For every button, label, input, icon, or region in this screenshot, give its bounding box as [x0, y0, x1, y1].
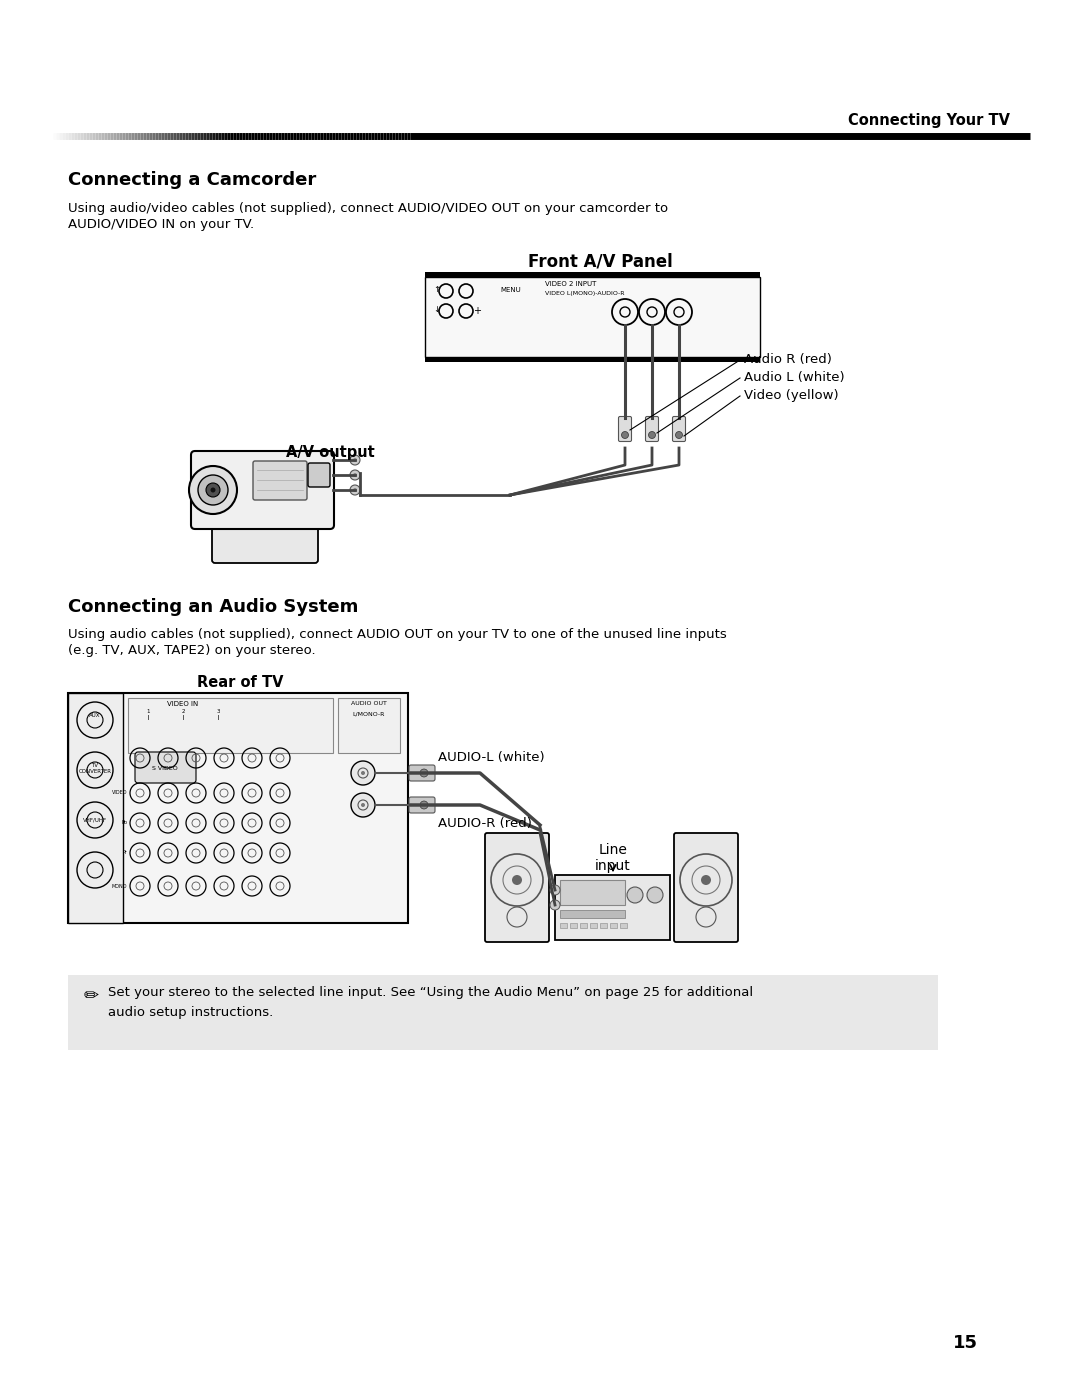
FancyBboxPatch shape	[674, 833, 738, 942]
Text: TV
CONVERTER: TV CONVERTER	[79, 763, 111, 774]
FancyBboxPatch shape	[590, 923, 597, 928]
Text: Rear of TV: Rear of TV	[197, 675, 283, 690]
Text: MONO: MONO	[111, 883, 127, 888]
Circle shape	[512, 875, 522, 886]
Text: +: +	[473, 306, 481, 316]
Circle shape	[361, 803, 365, 807]
Text: VHF/UHF: VHF/UHF	[83, 819, 107, 823]
FancyBboxPatch shape	[426, 358, 760, 362]
Text: (e.g. TV, AUX, TAPE2) on your stereo.: (e.g. TV, AUX, TAPE2) on your stereo.	[68, 644, 315, 657]
Text: 1: 1	[146, 710, 150, 714]
Circle shape	[647, 887, 663, 902]
Text: MENU: MENU	[500, 286, 521, 293]
Text: ↓: ↓	[433, 306, 441, 314]
FancyBboxPatch shape	[191, 451, 334, 529]
Text: ✏: ✏	[83, 988, 98, 1004]
FancyBboxPatch shape	[570, 923, 577, 928]
Circle shape	[627, 887, 643, 902]
Text: Pb: Pb	[121, 820, 127, 826]
FancyBboxPatch shape	[426, 277, 760, 358]
FancyBboxPatch shape	[212, 517, 318, 563]
Text: AUDIO-L (white): AUDIO-L (white)	[438, 752, 544, 764]
Circle shape	[350, 455, 360, 465]
FancyBboxPatch shape	[409, 766, 435, 781]
Circle shape	[206, 483, 220, 497]
Text: Using audio cables (not supplied), connect AUDIO OUT on your TV to one of the un: Using audio cables (not supplied), conne…	[68, 629, 727, 641]
Text: VIDEO 2 INPUT: VIDEO 2 INPUT	[545, 281, 596, 286]
Text: A/V output: A/V output	[285, 446, 375, 460]
FancyBboxPatch shape	[308, 462, 330, 488]
Text: 3: 3	[216, 710, 219, 714]
FancyBboxPatch shape	[338, 698, 400, 753]
FancyBboxPatch shape	[620, 923, 627, 928]
Text: S VIDEO: S VIDEO	[152, 766, 178, 771]
FancyBboxPatch shape	[129, 698, 333, 753]
Text: Front A/V Panel: Front A/V Panel	[528, 251, 673, 270]
FancyBboxPatch shape	[561, 909, 625, 918]
Text: L/MONO-R: L/MONO-R	[353, 711, 386, 717]
Circle shape	[350, 485, 360, 495]
Text: Pr: Pr	[122, 851, 127, 855]
FancyBboxPatch shape	[561, 880, 625, 905]
Circle shape	[353, 488, 357, 492]
FancyBboxPatch shape	[253, 461, 307, 500]
Text: AUX: AUX	[90, 712, 100, 718]
Circle shape	[353, 474, 357, 476]
Text: ↑: ↑	[433, 285, 441, 295]
Text: AUDIO OUT: AUDIO OUT	[351, 701, 387, 705]
Circle shape	[211, 488, 216, 493]
FancyBboxPatch shape	[673, 416, 686, 441]
Circle shape	[198, 475, 228, 504]
Text: Set your stereo to the selected line input. See “Using the Audio Menu” on page 2: Set your stereo to the selected line inp…	[108, 986, 753, 1018]
Text: 2: 2	[181, 710, 185, 714]
Circle shape	[350, 469, 360, 481]
Circle shape	[701, 875, 711, 886]
Text: VIDEO L(MONO)-AUDIO-R: VIDEO L(MONO)-AUDIO-R	[545, 291, 624, 296]
Text: Connecting an Audio System: Connecting an Audio System	[68, 598, 359, 616]
Circle shape	[361, 771, 365, 775]
Text: VIDEO IN: VIDEO IN	[167, 701, 199, 707]
FancyBboxPatch shape	[619, 416, 632, 441]
Circle shape	[621, 432, 629, 439]
Text: Audio R (red): Audio R (red)	[744, 353, 832, 366]
FancyBboxPatch shape	[646, 416, 659, 441]
Circle shape	[675, 432, 683, 439]
Circle shape	[550, 886, 561, 895]
FancyBboxPatch shape	[485, 833, 549, 942]
Text: VIDEO: VIDEO	[111, 791, 127, 795]
Text: AUDIO/VIDEO IN on your TV.: AUDIO/VIDEO IN on your TV.	[68, 218, 254, 231]
Circle shape	[189, 467, 237, 514]
Text: Audio L (white): Audio L (white)	[744, 372, 845, 384]
Text: Connecting Your TV: Connecting Your TV	[848, 113, 1010, 129]
FancyBboxPatch shape	[68, 693, 123, 923]
FancyBboxPatch shape	[580, 923, 588, 928]
Text: Using audio/video cables (not supplied), connect AUDIO/VIDEO OUT on your camcord: Using audio/video cables (not supplied),…	[68, 203, 669, 215]
FancyBboxPatch shape	[610, 923, 617, 928]
Circle shape	[420, 800, 428, 809]
Circle shape	[353, 458, 357, 462]
Circle shape	[420, 768, 428, 777]
Text: Line
input: Line input	[595, 842, 631, 873]
FancyBboxPatch shape	[600, 923, 607, 928]
Text: 15: 15	[953, 1334, 978, 1352]
Circle shape	[648, 432, 656, 439]
FancyBboxPatch shape	[135, 752, 195, 782]
FancyBboxPatch shape	[68, 693, 408, 923]
Text: Video (yellow): Video (yellow)	[744, 390, 839, 402]
Text: AUDIO-R (red): AUDIO-R (red)	[438, 816, 531, 830]
FancyBboxPatch shape	[555, 875, 670, 940]
Circle shape	[351, 793, 375, 817]
Circle shape	[550, 900, 561, 909]
FancyBboxPatch shape	[561, 923, 567, 928]
FancyBboxPatch shape	[409, 798, 435, 813]
FancyBboxPatch shape	[426, 272, 760, 277]
FancyBboxPatch shape	[68, 975, 939, 1051]
Text: Connecting a Camcorder: Connecting a Camcorder	[68, 170, 316, 189]
Circle shape	[351, 761, 375, 785]
